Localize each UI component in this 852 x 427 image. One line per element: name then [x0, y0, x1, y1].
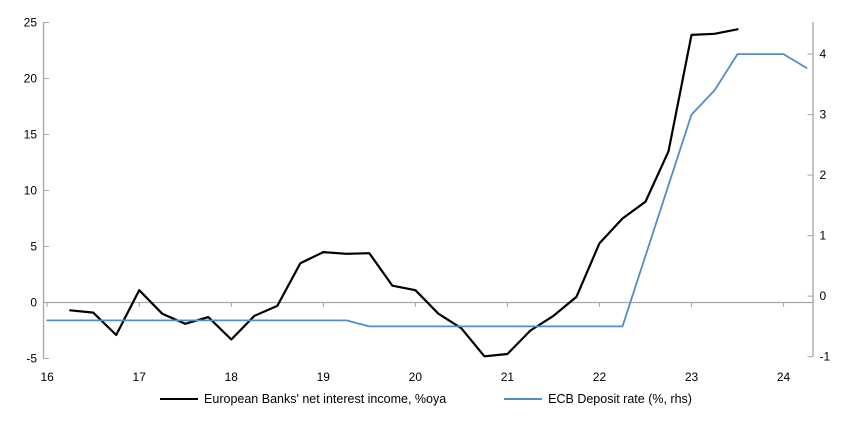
legend-item-net-interest-income: European Banks' net interest income, %oy… — [160, 392, 446, 406]
right-axis-tick-label: 2 — [820, 168, 827, 182]
x-tick-label: 18 — [225, 370, 239, 384]
x-tick-label: 24 — [777, 370, 791, 384]
left-axis-tick-label: 15 — [24, 128, 38, 142]
x-tick-label: 19 — [317, 370, 331, 384]
legend: European Banks' net interest income, %oy… — [0, 392, 852, 406]
nii-line-swatch — [160, 398, 199, 400]
right-axis-tick-label: 1 — [820, 229, 827, 243]
right-axis-tick-label: 4 — [820, 47, 827, 61]
x-tick-label: 22 — [593, 370, 607, 384]
x-tick-label: 21 — [501, 370, 515, 384]
nii-legend-label: European Banks' net interest income, %oy… — [204, 392, 447, 406]
x-tick-label: 17 — [133, 370, 147, 384]
right-axis-tick-label: -1 — [820, 350, 831, 364]
ecb-legend-label: ECB Deposit rate (%, rhs) — [548, 392, 692, 406]
right-axis-tick-label: 0 — [820, 289, 827, 303]
left-axis-tick-label: -5 — [26, 352, 37, 366]
legend-item-ecb-deposit-rate: ECB Deposit rate (%, rhs) — [504, 392, 692, 406]
left-axis-tick-label: 0 — [30, 296, 37, 310]
right-axis-tick-label: 3 — [820, 108, 827, 122]
x-tick-label: 23 — [685, 370, 699, 384]
x-tick-label: 16 — [41, 370, 55, 384]
x-tick-label: 20 — [409, 370, 423, 384]
left-axis-tick-label: 5 — [30, 240, 37, 254]
ecb-line-swatch — [504, 398, 543, 400]
nii-series-line — [69, 28, 739, 358]
ecb-series-line — [46, 53, 808, 328]
left-axis-tick-label: 10 — [24, 184, 38, 198]
left-axis-tick-label: 25 — [24, 16, 38, 30]
left-axis-tick-label: 20 — [24, 72, 38, 86]
